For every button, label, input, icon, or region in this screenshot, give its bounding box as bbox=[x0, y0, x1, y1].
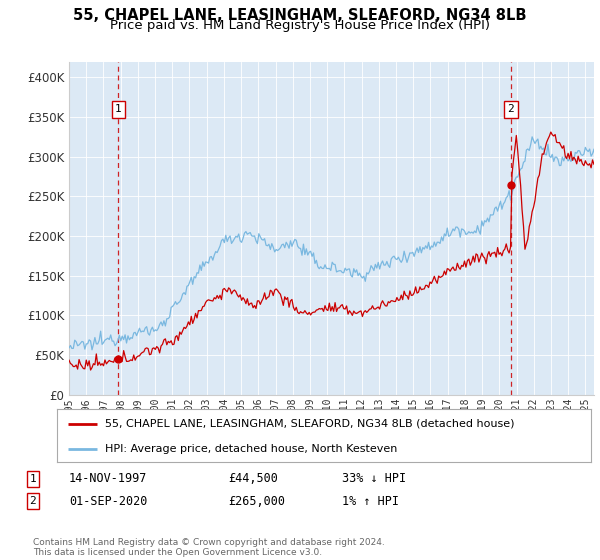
Text: 01-SEP-2020: 01-SEP-2020 bbox=[69, 494, 148, 508]
Text: 1: 1 bbox=[115, 104, 122, 114]
Text: 1% ↑ HPI: 1% ↑ HPI bbox=[342, 494, 399, 508]
Text: 55, CHAPEL LANE, LEASINGHAM, SLEAFORD, NG34 8LB: 55, CHAPEL LANE, LEASINGHAM, SLEAFORD, N… bbox=[73, 8, 527, 24]
Text: Contains HM Land Registry data © Crown copyright and database right 2024.
This d: Contains HM Land Registry data © Crown c… bbox=[33, 538, 385, 557]
Text: 2: 2 bbox=[508, 104, 514, 114]
Text: 2: 2 bbox=[29, 496, 37, 506]
Text: 1: 1 bbox=[29, 474, 37, 484]
Text: HPI: Average price, detached house, North Kesteven: HPI: Average price, detached house, Nort… bbox=[105, 444, 397, 454]
Text: 55, CHAPEL LANE, LEASINGHAM, SLEAFORD, NG34 8LB (detached house): 55, CHAPEL LANE, LEASINGHAM, SLEAFORD, N… bbox=[105, 419, 515, 429]
Text: Price paid vs. HM Land Registry's House Price Index (HPI): Price paid vs. HM Land Registry's House … bbox=[110, 19, 490, 32]
Text: £44,500: £44,500 bbox=[228, 472, 278, 486]
Text: 33% ↓ HPI: 33% ↓ HPI bbox=[342, 472, 406, 486]
Text: £265,000: £265,000 bbox=[228, 494, 285, 508]
Text: 14-NOV-1997: 14-NOV-1997 bbox=[69, 472, 148, 486]
